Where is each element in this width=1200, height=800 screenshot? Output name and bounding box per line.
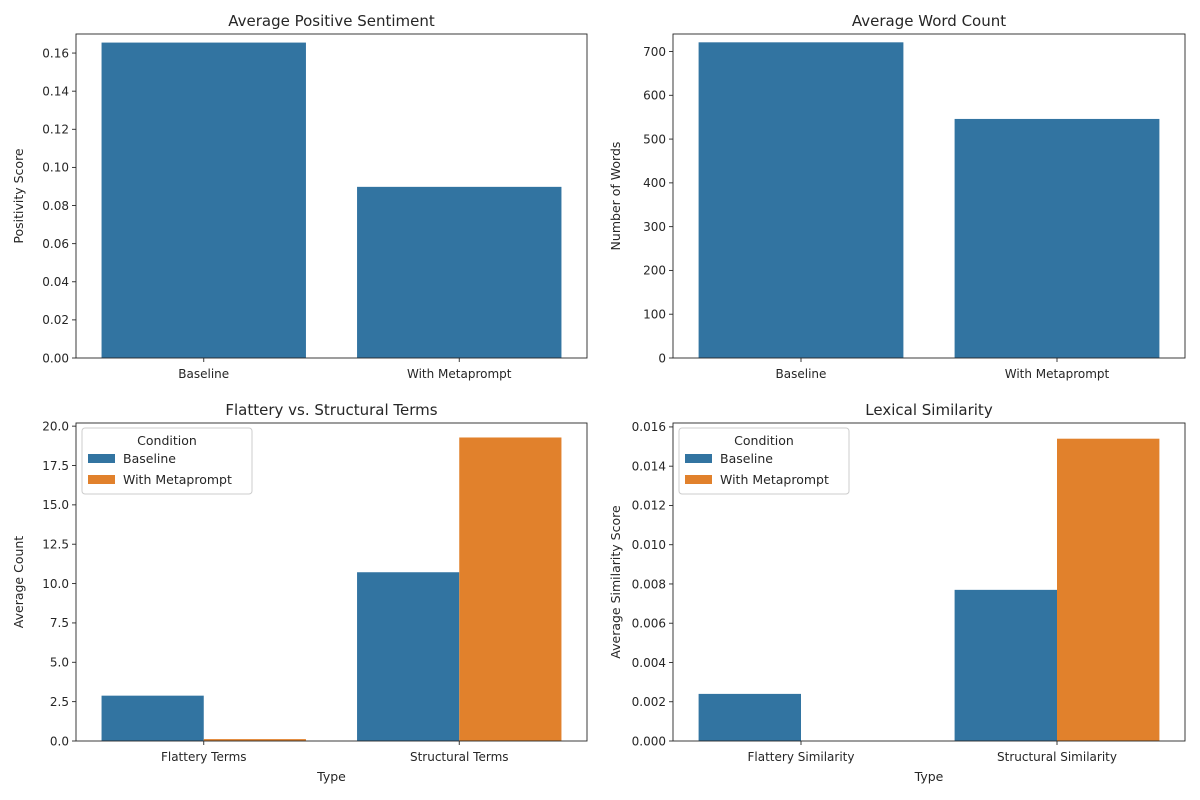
- y-tick-label: 500: [643, 132, 666, 146]
- axes-frame: [672, 33, 1186, 359]
- chart-title: Flattery vs. Structural Terms: [225, 401, 437, 419]
- legend-entry: With Metaprompt: [123, 472, 232, 487]
- y-tick-label: 7.5: [50, 616, 69, 630]
- chart-title: Average Word Count: [852, 12, 1006, 30]
- bar-baseline-structural-terms: [357, 572, 460, 741]
- x-tick-label: With Metaprompt: [407, 367, 512, 381]
- y-tick-label: 0.04: [42, 275, 69, 289]
- x-axis-label: Type: [914, 769, 944, 784]
- y-tick-label: 0.16: [42, 46, 69, 60]
- y-axis-label: Number of Words: [608, 142, 623, 251]
- bar-with-metaprompt-flattery-terms: [203, 739, 306, 741]
- y-tick-label: 2.5: [50, 695, 69, 709]
- y-tick-label: 0: [658, 351, 666, 365]
- y-tick-label: 0.008: [632, 577, 666, 591]
- y-tick-label: 0.00: [42, 351, 69, 365]
- legend: Condition Baseline With Metaprompt: [678, 427, 850, 495]
- x-tick-label: Flattery Terms: [161, 750, 247, 764]
- legend-swatch: [685, 454, 712, 463]
- y-tick-label: 12.5: [42, 538, 69, 552]
- y-tick-label: 0.000: [632, 734, 666, 748]
- x-tick-label: Structural Terms: [410, 750, 509, 764]
- y-tick-label: 5.0: [50, 656, 69, 670]
- y-tick-label: 0.012: [632, 499, 666, 513]
- x-axis-label: Type: [316, 769, 346, 784]
- bar-baseline-flattery-terms: [101, 695, 204, 741]
- y-tick-label: 0.02: [42, 313, 69, 327]
- y-tick-label: 100: [643, 308, 666, 322]
- y-tick-label: 20.0: [42, 419, 69, 433]
- y-tick-label: 0.12: [42, 123, 69, 137]
- axes-frame: [75, 422, 588, 742]
- legend-box: [678, 427, 850, 495]
- y-tick-label: 0.10: [42, 161, 69, 175]
- bar-baseline-structural-similarity: [954, 589, 1057, 741]
- y-tick-label: 0.14: [42, 84, 69, 98]
- legend-swatch: [685, 475, 712, 484]
- y-tick-label: 600: [643, 89, 666, 103]
- y-tick-label: 400: [643, 176, 666, 190]
- y-tick-label: 200: [643, 264, 666, 278]
- chart-title: Average Positive Sentiment: [228, 12, 435, 30]
- axes-frame: [75, 33, 588, 359]
- legend-entry: Baseline: [123, 451, 176, 466]
- legend-title: Condition: [734, 433, 794, 448]
- bar-baseline: [101, 42, 306, 358]
- legend-box: [81, 427, 253, 495]
- x-tick-label: Baseline: [178, 367, 229, 381]
- chart-title: Lexical Similarity: [865, 401, 993, 419]
- bar-with-metaprompt: [357, 186, 562, 358]
- x-tick-label: Structural Similarity: [997, 750, 1117, 764]
- y-tick-label: 0.010: [632, 538, 666, 552]
- y-tick-label: 300: [643, 220, 666, 234]
- legend: Condition Baseline With Metaprompt: [81, 427, 253, 495]
- bar-baseline: [698, 42, 904, 358]
- chart-wordcount: 0 100 200 300 400 500 600 700 Baseline With Metap…: [608, 12, 1186, 381]
- legend-title: Condition: [137, 433, 197, 448]
- chart-sentiment: 0.00 0.02 0.04 0.06 0.08 0.10 0.12 0.14 0.16 Base…: [11, 12, 588, 381]
- y-tick-label: 0.002: [632, 695, 666, 709]
- y-tick-label: 10.0: [42, 577, 69, 591]
- legend-swatch: [88, 475, 115, 484]
- y-tick-label: 17.5: [42, 459, 69, 473]
- chart-terms: 0.0 2.5 5.0 7.5 10.0 12.5 15.0 17.5 20.0 Flattery…: [11, 401, 588, 784]
- bar-with-metaprompt-structural-similarity: [1057, 438, 1160, 741]
- y-axis-label: Average Similarity Score: [608, 505, 623, 659]
- y-tick-label: 15.0: [42, 498, 69, 512]
- x-tick-label: With Metaprompt: [1005, 367, 1110, 381]
- chart-similarity: 0.000 0.002 0.004 0.006 0.008 0.010 0.012 0.014…: [608, 401, 1186, 784]
- y-tick-label: 0.016: [632, 420, 666, 434]
- x-tick-label: Baseline: [776, 367, 827, 381]
- bar-with-metaprompt-structural-terms: [459, 437, 562, 741]
- bar-baseline-flattery-similarity: [698, 693, 801, 741]
- legend-entry: With Metaprompt: [720, 472, 829, 487]
- y-tick-label: 0.06: [42, 237, 69, 251]
- y-axis-label: Positivity Score: [11, 148, 26, 244]
- y-tick-label: 0.006: [632, 617, 666, 631]
- y-tick-label: 0.014: [632, 459, 666, 473]
- y-tick-label: 0.0: [50, 734, 69, 748]
- bar-with-metaprompt: [954, 118, 1160, 358]
- legend-entry: Baseline: [720, 451, 773, 466]
- y-axis-label: Average Count: [11, 536, 26, 629]
- y-tick-label: 700: [643, 45, 666, 59]
- legend-swatch: [88, 454, 115, 463]
- x-tick-label: Flattery Similarity: [748, 750, 855, 764]
- y-tick-label: 0.08: [42, 199, 69, 213]
- y-tick-label: 0.004: [632, 656, 666, 670]
- axes-frame: [672, 422, 1186, 742]
